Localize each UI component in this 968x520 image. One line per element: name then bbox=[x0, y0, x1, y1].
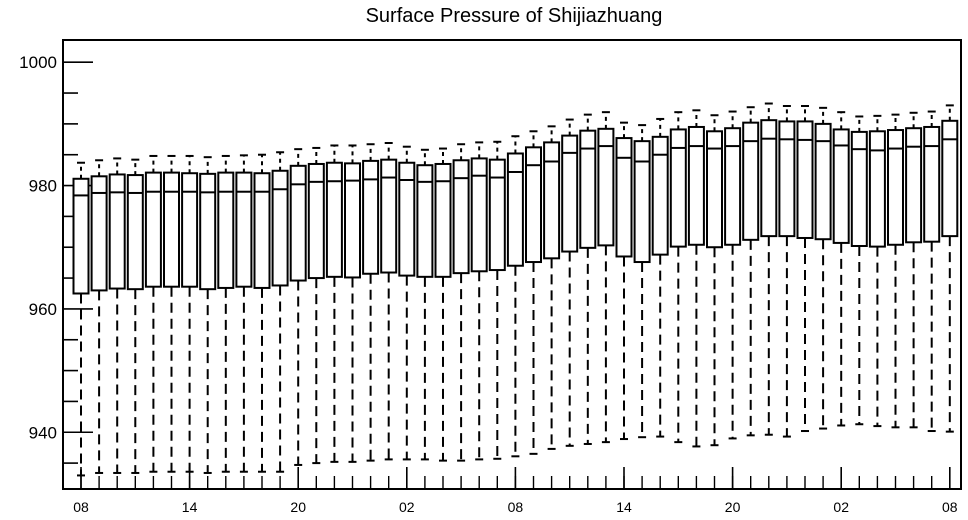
box bbox=[506, 152, 524, 267]
box bbox=[90, 175, 108, 292]
box bbox=[760, 119, 778, 238]
box bbox=[108, 173, 126, 290]
box bbox=[778, 120, 796, 238]
box bbox=[452, 159, 470, 275]
y-tick-label: 1000 bbox=[19, 53, 57, 72]
x-tick-label: 20 bbox=[725, 499, 741, 515]
box bbox=[850, 130, 868, 247]
box bbox=[398, 161, 416, 277]
box bbox=[289, 164, 307, 282]
box bbox=[832, 128, 850, 244]
x-tick-label: 08 bbox=[942, 499, 958, 515]
box bbox=[615, 137, 633, 258]
box bbox=[181, 172, 199, 288]
box bbox=[325, 161, 343, 278]
x-tick-label: 02 bbox=[399, 499, 415, 515]
plot-frame bbox=[62, 39, 962, 490]
box bbox=[579, 129, 597, 249]
x-tick-label: 02 bbox=[833, 499, 849, 515]
box bbox=[144, 171, 162, 288]
box bbox=[887, 129, 904, 246]
box bbox=[941, 119, 959, 238]
box bbox=[380, 158, 398, 274]
x-tick-label: 14 bbox=[616, 499, 632, 515]
box bbox=[434, 162, 452, 278]
box bbox=[706, 130, 723, 249]
box bbox=[307, 162, 325, 280]
box bbox=[796, 120, 814, 239]
chart-title: Surface Pressure of Shijiazhuang bbox=[366, 5, 663, 27]
box bbox=[344, 162, 361, 279]
box bbox=[253, 172, 271, 289]
box bbox=[126, 174, 144, 291]
box bbox=[199, 172, 217, 291]
y-tick-label: 940 bbox=[29, 423, 57, 442]
box bbox=[271, 169, 289, 287]
box bbox=[868, 130, 886, 248]
x-tick-label: 14 bbox=[182, 499, 198, 515]
box bbox=[923, 125, 941, 243]
y-tick-label: 960 bbox=[29, 300, 57, 319]
box bbox=[724, 127, 742, 246]
box bbox=[597, 127, 615, 247]
box bbox=[561, 134, 579, 253]
x-tick-label: 20 bbox=[290, 499, 306, 515]
x-tick-label: 08 bbox=[73, 499, 89, 515]
box bbox=[416, 164, 434, 278]
box bbox=[814, 122, 832, 241]
box bbox=[470, 157, 488, 273]
box bbox=[905, 127, 923, 244]
box bbox=[543, 141, 561, 260]
box bbox=[163, 171, 180, 288]
box-series bbox=[72, 102, 959, 477]
box bbox=[235, 171, 253, 288]
box bbox=[488, 158, 506, 272]
x-axis: 08 14 20 02 08 14 20 02 08 bbox=[73, 467, 958, 515]
box bbox=[651, 135, 669, 256]
box bbox=[687, 125, 705, 246]
box bbox=[525, 146, 542, 264]
box bbox=[669, 128, 687, 248]
x-tick-label: 08 bbox=[508, 499, 524, 515]
y-tick-label: 980 bbox=[29, 177, 57, 196]
box bbox=[72, 177, 90, 295]
box bbox=[633, 140, 651, 264]
box bbox=[742, 121, 760, 241]
box bbox=[217, 171, 235, 289]
box bbox=[362, 159, 380, 275]
